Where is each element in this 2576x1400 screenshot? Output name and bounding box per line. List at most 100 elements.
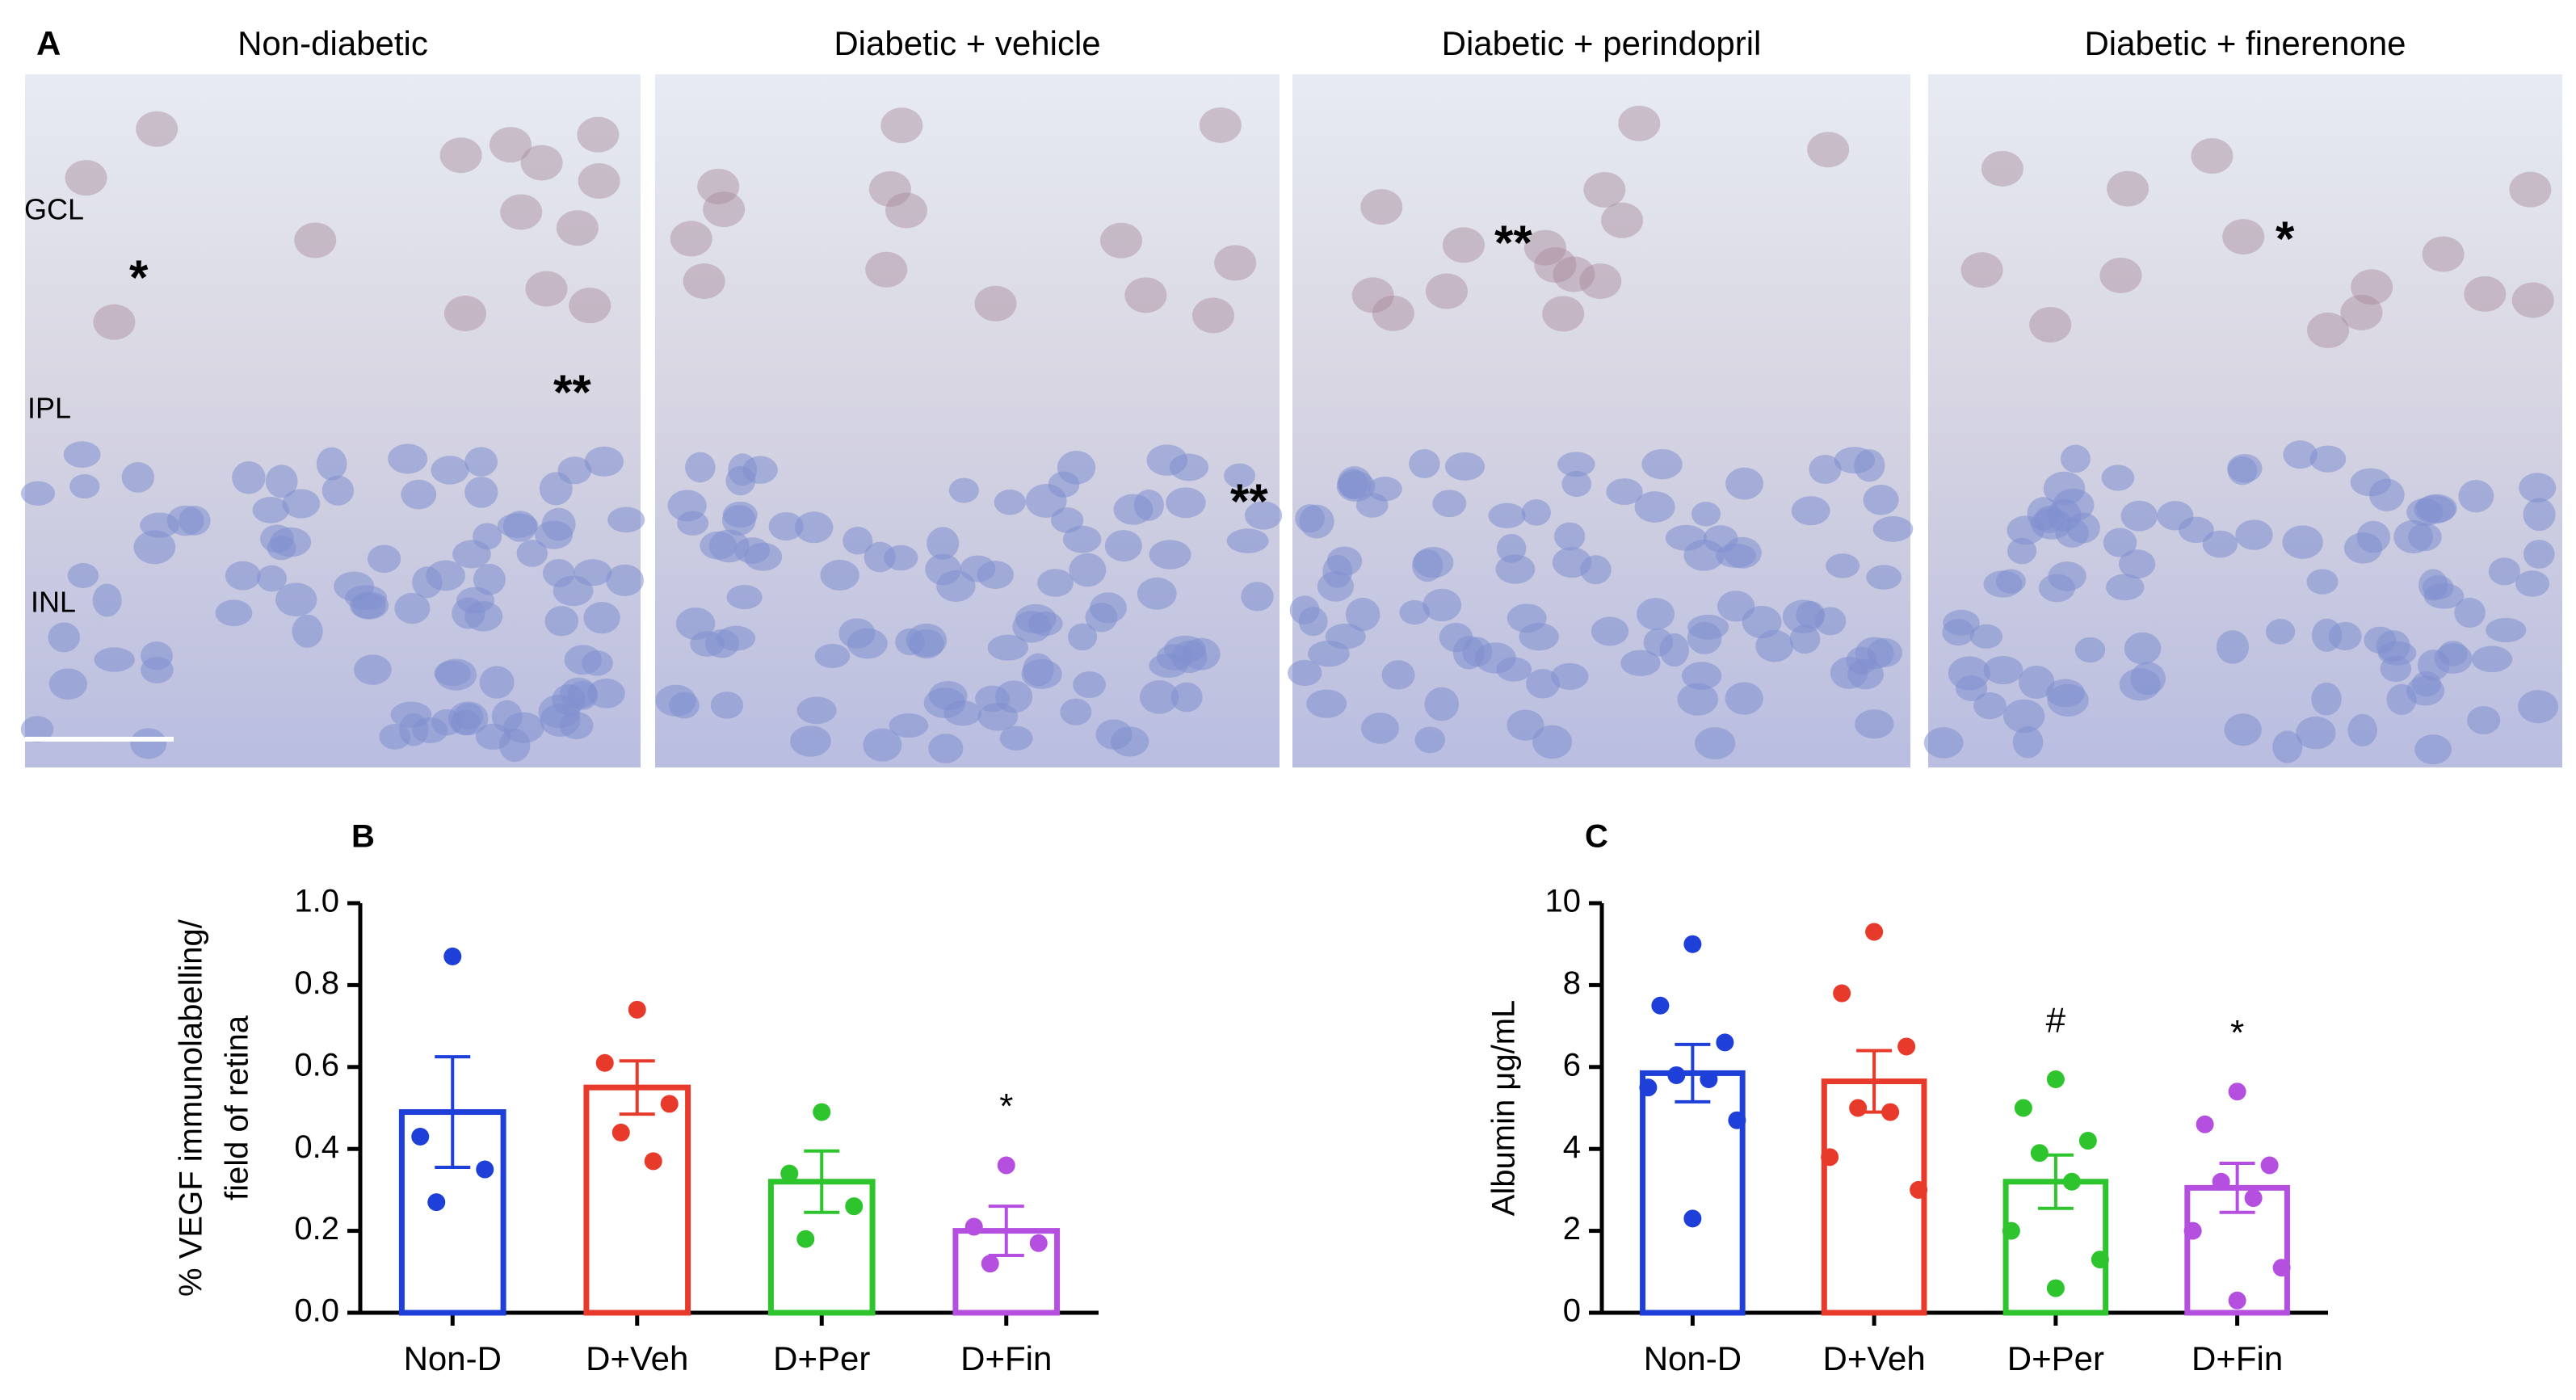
nucleus (431, 708, 463, 736)
nucleus (1507, 603, 1547, 633)
nucleus (1241, 582, 1274, 612)
nucleus (473, 563, 506, 595)
nucleus (677, 511, 709, 536)
cell (1191, 297, 1234, 334)
nucleus (744, 542, 783, 571)
nucleus (2227, 456, 2258, 486)
nucleus (1955, 675, 1988, 701)
data-point (2244, 1189, 2263, 1208)
nucleus (923, 687, 966, 718)
nucleus (1826, 553, 1860, 578)
nucleus (2283, 440, 2318, 469)
nucleus (1725, 682, 1763, 715)
cell (1601, 202, 1644, 238)
data-point (796, 1230, 815, 1248)
nucleus (1166, 487, 1206, 519)
nucleus (1069, 553, 1107, 587)
nucleus (265, 465, 298, 498)
nucleus (1095, 719, 1133, 750)
nucleus (1345, 597, 1380, 632)
nucleus (1591, 616, 1629, 646)
y-tick-label: 1.0 (294, 884, 339, 919)
nucleus (431, 456, 469, 485)
data-point (2030, 1144, 2049, 1162)
data-point (813, 1103, 831, 1121)
nucleus (367, 544, 401, 574)
cell (2422, 236, 2465, 272)
nucleus (2266, 619, 2296, 645)
data-point (997, 1156, 1015, 1175)
cell (2464, 275, 2507, 312)
data-point (981, 1255, 999, 1273)
nucleus (2053, 488, 2095, 522)
nucleus (999, 725, 1033, 751)
annotation: ** (553, 365, 591, 419)
nucleus (895, 628, 925, 656)
nucleus (2515, 570, 2550, 597)
nucleus (814, 644, 851, 669)
nucleus (2347, 713, 2377, 747)
data-point (2196, 1115, 2214, 1133)
nucleus (1641, 448, 1683, 480)
nucleus (987, 634, 1029, 661)
data-point (1865, 923, 1884, 941)
nucleus (690, 631, 725, 657)
nucleus (796, 696, 837, 725)
nucleus (2101, 465, 2135, 491)
nucleus (1289, 595, 1320, 624)
nucleus (1287, 659, 1322, 687)
nucleus (1495, 554, 1536, 584)
nucleus (607, 507, 645, 533)
nucleus (1325, 623, 1366, 650)
nucleus (1683, 539, 1725, 571)
nucleus (2486, 617, 2527, 643)
nucleus (2488, 557, 2521, 586)
significance: * (999, 1087, 1013, 1126)
nucleus (2311, 618, 2343, 652)
nucleus (2103, 528, 2137, 557)
nucleus (710, 692, 744, 719)
cell (974, 285, 1017, 322)
nucleus (334, 571, 375, 602)
nucleus (2518, 690, 2559, 724)
nucleus (94, 647, 135, 672)
nucleus (768, 511, 804, 541)
nucleus (1782, 599, 1824, 634)
nucleus (257, 565, 288, 592)
nucleus (2414, 495, 2456, 524)
nucleus (700, 531, 738, 560)
data-point (1910, 1180, 1928, 1199)
data-point (1881, 1103, 1900, 1121)
nucleus (1140, 680, 1179, 714)
nucleus (1691, 502, 1721, 527)
nucleus (2272, 730, 2303, 763)
nucleus (1643, 628, 1674, 657)
bar (583, 1084, 691, 1316)
nucleus (1830, 656, 1868, 689)
cell (885, 192, 928, 229)
significance: # (2046, 1001, 2066, 1041)
data-point (1651, 996, 1670, 1015)
chart-label: C (1585, 819, 1608, 855)
y-tick-label: 4 (1563, 1129, 1581, 1165)
y-tick-label: 0.0 (294, 1293, 339, 1329)
nucleus (497, 513, 539, 538)
nucleus (2118, 549, 2156, 579)
nucleus (479, 666, 515, 699)
nucleus (2380, 655, 2412, 683)
nucleus (889, 713, 929, 738)
nucleus (1681, 662, 1722, 690)
nucleus (121, 462, 155, 493)
nucleus (354, 654, 392, 685)
cell (525, 271, 568, 307)
x-tick-label: D+Veh (1822, 1339, 1925, 1377)
nucleus (2048, 561, 2086, 591)
nucleus (927, 527, 960, 560)
nucleus (2007, 515, 2045, 545)
nucleus (1620, 650, 1661, 677)
nucleus (1182, 637, 1221, 671)
cell (2340, 294, 2383, 330)
nucleus (1399, 599, 1431, 625)
nucleus (948, 477, 979, 503)
data-point (2014, 1099, 2032, 1117)
